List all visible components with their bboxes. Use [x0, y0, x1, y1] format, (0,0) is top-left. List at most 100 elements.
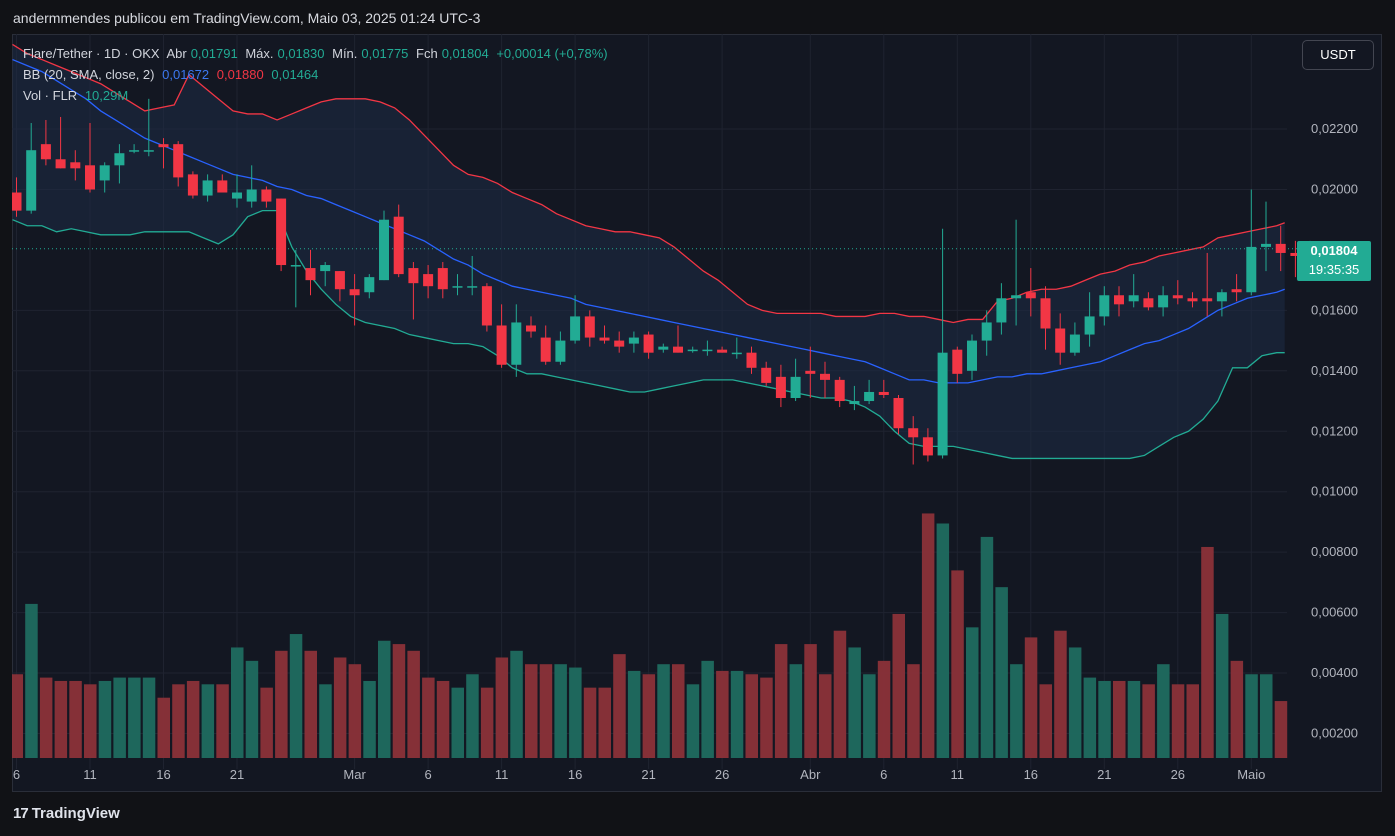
volume-bar	[554, 664, 567, 758]
candle-body	[1143, 298, 1154, 308]
y-tick-label: 0,01000	[1311, 484, 1358, 499]
volume-bar	[642, 674, 656, 758]
candle-body	[85, 165, 95, 190]
currency-button[interactable]: USDT	[1302, 40, 1374, 70]
candle-body	[702, 349, 713, 352]
volume-bar	[186, 680, 200, 758]
volume-bar	[407, 650, 420, 758]
x-tick-label: 6	[13, 767, 20, 782]
candle-body	[996, 298, 1007, 323]
candle-body	[1011, 295, 1022, 299]
volume-bar	[1054, 630, 1067, 758]
candle-body	[1084, 316, 1095, 335]
candle-body	[1290, 252, 1301, 256]
candle-body	[614, 340, 625, 347]
candle-body	[893, 398, 904, 429]
candle-body	[570, 316, 581, 341]
volume-bar	[480, 687, 494, 758]
candle-body	[129, 150, 140, 152]
volume-bar	[422, 677, 435, 758]
published-header: andermmendes publicou em TradingView.com…	[13, 10, 481, 26]
volume-bar	[128, 677, 141, 758]
candle-body	[290, 265, 301, 267]
candle-body	[70, 162, 81, 169]
candle-body	[379, 219, 389, 281]
candle-body	[1202, 298, 1213, 302]
x-tick-label: 6	[880, 767, 887, 782]
volume-bar	[333, 657, 347, 758]
candle-body	[481, 286, 492, 326]
y-tick-label: 0,01600	[1311, 302, 1358, 317]
candle-body	[99, 165, 110, 181]
volume-bar	[510, 650, 523, 758]
volume-bar	[245, 660, 259, 758]
candle-body	[467, 286, 478, 288]
candle-body	[673, 346, 683, 353]
volume-bar	[804, 644, 817, 758]
candle-body	[305, 268, 316, 281]
candle-body	[158, 144, 169, 148]
volume-bar	[848, 647, 861, 758]
volume-bar	[1142, 684, 1155, 758]
volume-bar	[1039, 684, 1052, 758]
volume-bar	[25, 603, 38, 758]
volume-bar	[980, 536, 994, 758]
volume-bar	[1171, 684, 1185, 758]
volume-bar	[436, 680, 450, 758]
volume-bar	[451, 687, 464, 758]
candle-body	[202, 180, 213, 196]
y-tick-label: 0,02200	[1311, 121, 1358, 136]
legend-volume[interactable]: Vol · FLR 10,29M	[23, 88, 132, 103]
legend-bb[interactable]: BB (20, SMA, close, 2) 0,01672 0,01880 0…	[23, 67, 322, 82]
volume-bar	[569, 667, 582, 758]
volume-bar	[627, 670, 641, 758]
legend-symbol[interactable]: Flare/Tether · 1D · OKX	[23, 46, 160, 61]
candle-body	[55, 159, 66, 169]
volume-bar	[231, 647, 244, 758]
brand-name: TradingView	[31, 805, 120, 822]
volume-bar	[363, 680, 376, 758]
volume-bar	[1157, 664, 1170, 758]
y-tick-label: 0,02000	[1311, 181, 1358, 196]
legend-low: 0,01775	[361, 46, 409, 61]
legend-vol-value: 10,29M	[84, 88, 129, 103]
candle-body	[628, 337, 639, 344]
x-tick-label: 21	[1097, 767, 1111, 782]
legend-high: 0,01830	[277, 46, 325, 61]
candle-body	[334, 271, 345, 290]
candle-body	[952, 349, 963, 374]
candle-body	[1216, 292, 1227, 302]
x-tick-label: 21	[230, 767, 244, 782]
volume-bar	[495, 657, 509, 758]
current-price-tag: 0,01804 19:35:35	[1297, 241, 1371, 281]
candle-body	[114, 153, 125, 166]
bb-upper-line	[12, 43, 1285, 324]
bb-lower-line	[12, 209, 1285, 460]
volume-bar	[1215, 613, 1229, 758]
volume-bar	[466, 674, 479, 758]
legend-bb-basis: 0,01672	[162, 67, 210, 82]
candlestick-chart[interactable]: 0,02200 0,02000 0,01600 0,01400 0,01200 0,010…	[12, 34, 1382, 792]
volume-bar	[54, 680, 68, 758]
candle-body	[364, 277, 375, 293]
candle-body	[511, 322, 522, 365]
legend-change: +0,00014 (+0,78%)	[496, 46, 608, 61]
volume-bar	[172, 684, 185, 758]
volume-bar	[1127, 680, 1141, 758]
volume-bar	[877, 660, 891, 758]
volume-bar	[378, 640, 391, 758]
volume-bar	[113, 677, 126, 758]
candle-body	[937, 352, 948, 456]
x-tick-label: 11	[951, 767, 965, 782]
candle-body	[1158, 295, 1169, 308]
bb-fill	[12, 44, 1285, 459]
candle-body	[408, 268, 419, 284]
volume-bar	[1274, 701, 1288, 758]
candle-body	[437, 268, 448, 290]
x-tick-label: 16	[156, 767, 170, 782]
candle-body	[967, 340, 977, 371]
candle-body	[1055, 328, 1066, 353]
legend-open: 0,01791	[190, 46, 238, 61]
tradingview-brand[interactable]: 17 TradingView	[13, 805, 120, 822]
volume-bar	[657, 664, 670, 758]
